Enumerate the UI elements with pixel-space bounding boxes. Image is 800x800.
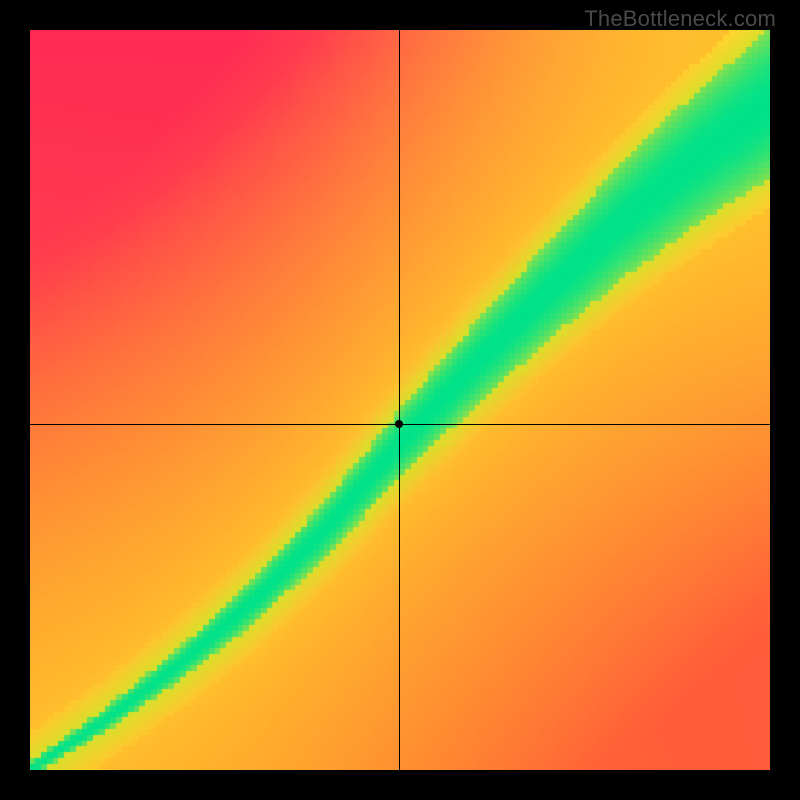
crosshair-vertical: [399, 30, 400, 770]
watermark: TheBottleneck.com: [584, 6, 776, 32]
marker-dot: [395, 420, 403, 428]
heatmap-canvas: [30, 30, 770, 770]
heatmap-plot: [30, 30, 770, 770]
